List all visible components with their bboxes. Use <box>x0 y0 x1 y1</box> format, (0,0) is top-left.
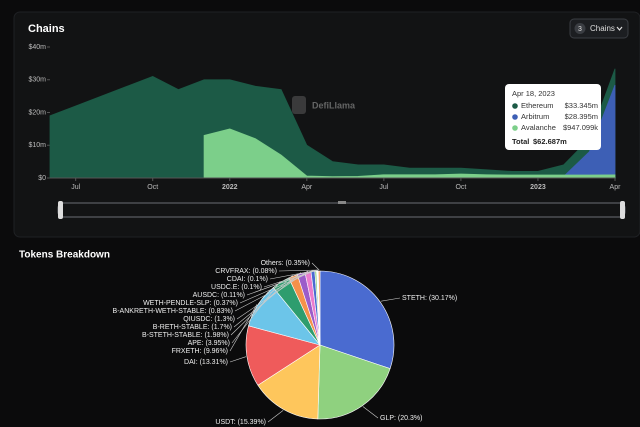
x-tick-label: Oct <box>147 184 158 191</box>
tooltip-series-name: Ethereum <box>521 101 554 110</box>
plot: $0 $10m $20m $30m $40m Jul Oct 2022 Apr Jul Oct 202… <box>28 44 621 191</box>
leader-line <box>246 269 317 296</box>
tooltip-value: $947.099k <box>563 123 598 132</box>
pie-slice <box>317 344 391 420</box>
tooltip-swatch <box>512 114 518 120</box>
button-label: Chains <box>590 24 615 33</box>
pie-label: CDAI: (0.1%) <box>227 276 268 283</box>
leader-line <box>239 269 316 304</box>
pie-slice <box>318 270 321 346</box>
tooltip-series-name: Arbitrum <box>521 112 549 121</box>
tooltip-series-name: Avalanche <box>521 123 556 132</box>
chains-card <box>13 11 640 238</box>
leader-line <box>362 406 379 419</box>
pie-slice <box>319 270 395 369</box>
area-2 <box>203 128 616 179</box>
pie-label: FRXETH: (9.96%) <box>172 348 228 355</box>
area-0 <box>49 68 616 179</box>
tooltip-date: Apr 18, 2023 <box>512 89 555 98</box>
tooltip-swatch <box>512 125 518 131</box>
pie-label: DAI: (13.31%) <box>184 359 228 366</box>
pie-label: GLP: (20.3%) <box>380 415 422 422</box>
pie-slice <box>245 325 321 386</box>
y-tick-label: $30m <box>28 77 46 84</box>
pie-label: B-RETH-STABLE: (1.7%) <box>153 324 232 331</box>
y-tick-label: $40m <box>28 44 46 51</box>
pie-label: USDC.E: (0.1%) <box>211 284 262 291</box>
watermark-icon <box>292 96 306 114</box>
x-tick-label: Oct <box>455 184 466 191</box>
x-tick-label: Apr <box>610 184 622 191</box>
leader-line <box>311 262 320 271</box>
x-tick-label: Apr <box>301 184 313 191</box>
tooltip-value: $33.345m <box>565 101 598 110</box>
pie-label: WETH-PENDLE-SLP: (0.37%) <box>143 300 238 307</box>
tooltip-swatch <box>512 103 518 109</box>
y-tick-label: $10m <box>28 142 46 149</box>
slider-handle-left[interactable] <box>58 201 63 219</box>
tooltip: Apr 18, 2023 Ethereum $33.345m Arbitrum $28… <box>505 84 601 150</box>
pie-slice <box>257 344 321 420</box>
tooltip-value: $28.395m <box>565 112 598 121</box>
leader-line <box>278 269 319 272</box>
watermark: DefiLlama <box>292 96 356 114</box>
pie-label: B-STETH-STABLE: (1.98%) <box>142 332 229 339</box>
pie-label: QIUSDC: (1.3%) <box>183 316 235 323</box>
y-tick-label: $20m <box>28 109 46 116</box>
x-tick-label: 2023 <box>530 184 546 191</box>
pie-title: Tokens Breakdown <box>19 250 110 261</box>
pie-label: STETH: (30.17%) <box>402 295 457 302</box>
slider-grip[interactable] <box>338 201 346 204</box>
count-badge <box>574 23 586 34</box>
x-tick-label: 2022 <box>222 184 238 191</box>
leader-line <box>269 269 318 280</box>
pie-label: AUSDC: (0.11%) <box>193 292 245 299</box>
leader-line <box>229 356 247 363</box>
leader-line <box>267 410 284 423</box>
pie-label: USDT: (15.39%) <box>215 419 266 426</box>
tooltip-total: $62.687m <box>533 137 567 146</box>
slider-handle-right[interactable] <box>620 201 625 219</box>
watermark-text: DefiLlama <box>312 100 356 110</box>
x-tick-label: Jul <box>71 184 80 191</box>
leader-line <box>380 297 401 302</box>
pie-label: Others: (0.35%) <box>261 260 310 267</box>
chart-title: Chains <box>28 23 65 35</box>
pie-label: APE: (3.95%) <box>188 340 230 347</box>
button-count: 3 <box>578 26 582 33</box>
leader-line <box>230 274 293 336</box>
pie-label: B-ANKRETH-WETH-STABLE: (0.83%) <box>113 308 233 315</box>
tooltip-total-label: Total <box>512 137 529 146</box>
pie: STETH: (30.17%) GLP: (20.3%) USDT: (15.39%… <box>113 260 458 426</box>
pie-label: CRVFRAX: (0.08%) <box>215 268 277 275</box>
chevron <box>616 26 623 31</box>
chains-button[interactable]: 3 Chains <box>569 18 629 39</box>
y-tick-label: $0 <box>38 175 46 182</box>
tooltip-items: Ethereum $33.345m Arbitrum $28.395m Avalanch… <box>512 101 598 132</box>
tooltip-box <box>505 84 601 150</box>
leader-line <box>263 269 318 288</box>
x-tick-label: Jul <box>379 184 388 191</box>
range-slider[interactable] <box>57 201 626 219</box>
button-box[interactable] <box>569 18 629 39</box>
